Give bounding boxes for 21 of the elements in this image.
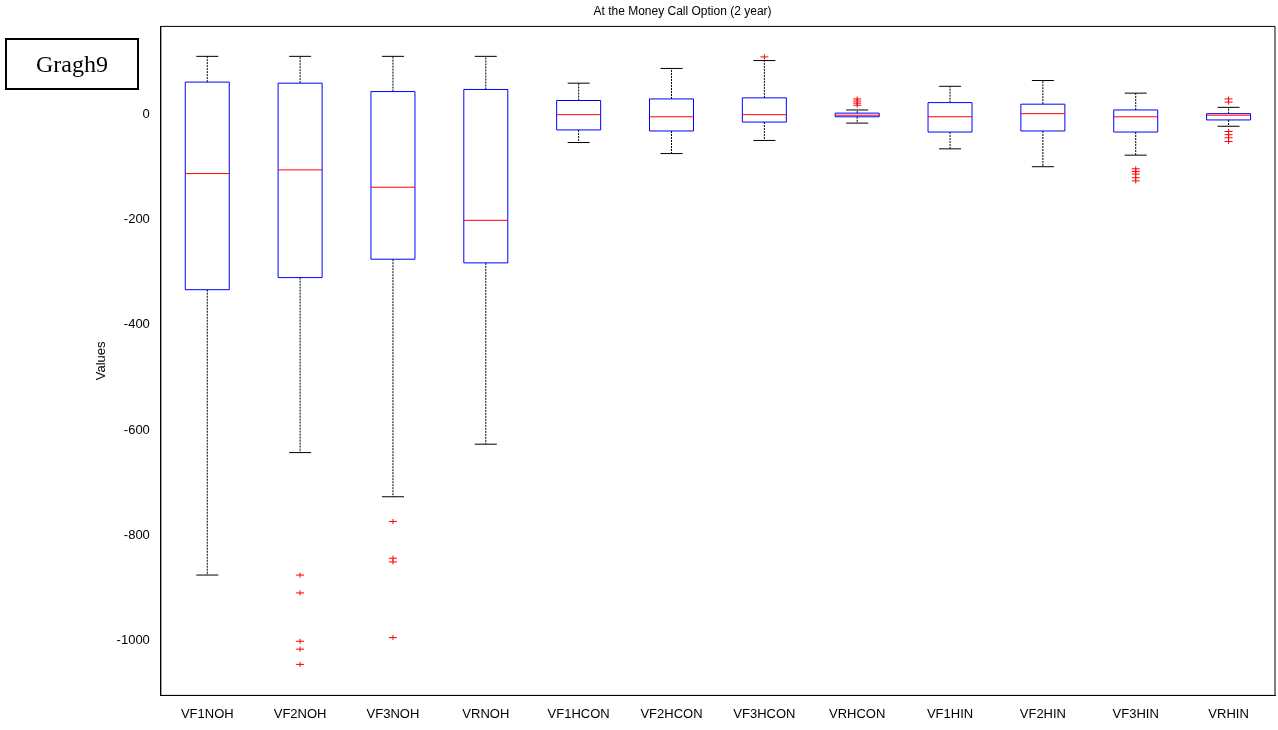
x-tick-label: VF3HCON — [733, 705, 796, 721]
y-tick-label: -600 — [123, 421, 150, 437]
x-tick-label: VF2HIN — [1019, 705, 1066, 721]
y-axis-title: Values — [93, 341, 109, 381]
y-tick-label: -400 — [123, 316, 150, 332]
x-tick-label: VF1NOH — [180, 705, 234, 721]
chart-title: At the Money Call Option (2 year) — [593, 3, 772, 18]
text: Gragh9 — [5, 38, 139, 90]
x-tick-label: VF1HCON — [547, 705, 610, 721]
y-tick-label: -800 — [123, 526, 150, 542]
x-tick-label: VF3NOH — [366, 705, 420, 721]
x-tick-label: VRHIN — [1208, 705, 1249, 721]
x-tick-label: VF2NOH — [273, 705, 327, 721]
x-tick-label: VF1HIN — [926, 705, 974, 721]
x-tick-label: VF2HCON — [640, 705, 703, 721]
x-tick-label: VF3HIN — [1112, 705, 1159, 721]
x-tick-label: VRHCON — [829, 705, 886, 721]
y-tick-label: 0 — [142, 106, 150, 122]
y-tick-label: -200 — [123, 211, 150, 227]
y-tick-label: -1000 — [116, 631, 150, 647]
x-tick-label: VRNOH — [462, 705, 510, 721]
